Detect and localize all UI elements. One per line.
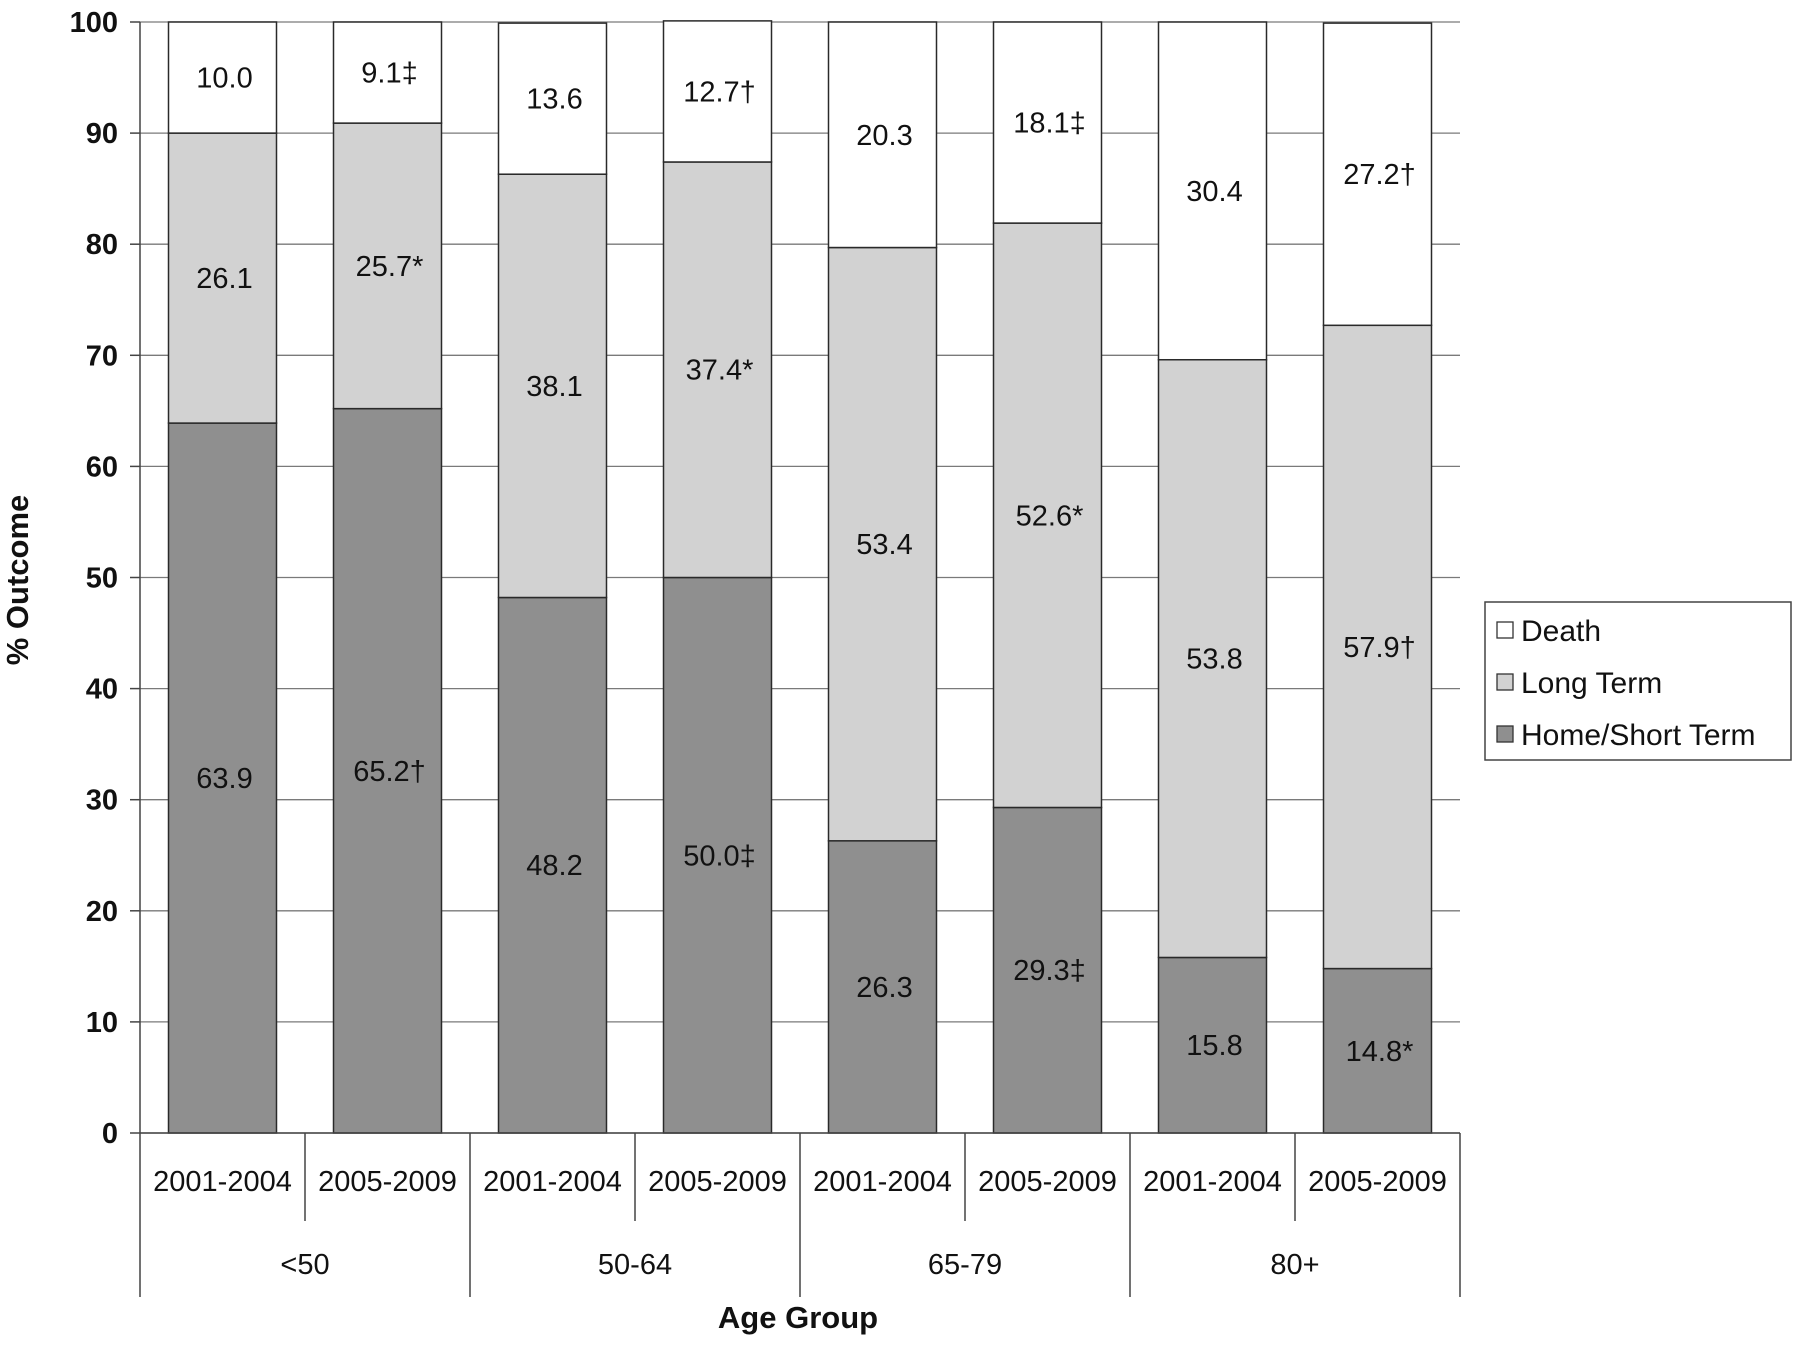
data-label: 14.8* (1346, 1036, 1414, 1068)
y-tick-label: 10 (86, 1007, 118, 1039)
bar-segment (992, 21, 1103, 224)
x-tick-label: 2001-2004 (1143, 1166, 1282, 1198)
legend-swatch (1496, 725, 1514, 743)
data-label: 9.1‡ (361, 58, 417, 90)
x-tick-label: 2001-2004 (813, 1166, 952, 1198)
x-tick-label: 2005-2009 (318, 1166, 457, 1198)
x-tick-label: 2005-2009 (1308, 1166, 1447, 1198)
data-label: 12.7† (683, 76, 756, 108)
data-label: 52.6* (1016, 500, 1084, 532)
bar-segment (662, 576, 773, 1134)
data-label: 37.4* (686, 355, 754, 387)
bar-segment (662, 161, 773, 579)
legend-swatch (1496, 673, 1514, 691)
bar-segment (1157, 21, 1268, 361)
y-tick-label: 30 (86, 785, 118, 817)
bar-segment (497, 173, 608, 599)
legend: Death Long Term Home/Short Term (1484, 601, 1792, 761)
data-label: 53.8 (1186, 644, 1242, 676)
y-tick-label: 70 (86, 340, 118, 372)
legend-label: Home/Short Term (1521, 719, 1756, 752)
data-label: 29.3‡ (1013, 955, 1086, 987)
y-axis-title: % Outcome (0, 495, 35, 666)
bar-segment (332, 21, 443, 124)
data-label: 13.6 (526, 84, 582, 116)
y-tick-label: 90 (86, 118, 118, 150)
data-label: 27.2† (1343, 159, 1416, 191)
bar-segment (1157, 358, 1268, 959)
x-tick-label: 2001-2004 (153, 1166, 292, 1198)
y-tick-label: 20 (86, 896, 118, 928)
bar-segment (827, 840, 938, 1134)
bar-segment (497, 22, 608, 175)
data-labels: 63.9 26.1 10.0 65.2† 25.7* 9.1‡ 48.2 38.1 13.6 50… (196, 58, 1416, 1068)
data-label: 18.1‡ (1013, 108, 1086, 140)
group-label: 80+ (1270, 1249, 1319, 1281)
data-label: 20.3 (856, 120, 912, 152)
legend-swatch (1496, 621, 1514, 639)
bar-segment (1322, 324, 1433, 970)
bar-segment (827, 246, 938, 842)
data-label: 63.9 (196, 763, 252, 795)
bar-segment (1322, 22, 1433, 327)
bar-segment (497, 596, 608, 1134)
y-tick-label: 100 (70, 7, 118, 39)
bar-segment (332, 122, 443, 410)
bar-segment (167, 422, 278, 1134)
bar-segment (332, 407, 443, 1134)
axes: 0 10 20 30 40 50 60 70 80 90 100 2001-2004 2005-2009… (70, 7, 1461, 1297)
group-label: <50 (280, 1249, 329, 1281)
data-label: 48.2 (526, 850, 582, 882)
bar-segment (992, 222, 1103, 809)
x-tick-label: 2001-2004 (483, 1166, 622, 1198)
data-label: 50.0‡ (683, 840, 756, 872)
group-label: 65-79 (928, 1249, 1002, 1281)
bars (167, 20, 1433, 1134)
data-label: 30.4 (1186, 176, 1242, 208)
data-label: 57.9† (1343, 632, 1416, 664)
bar-segment (992, 806, 1103, 1134)
data-label: 53.4 (856, 529, 912, 561)
y-tick-label: 40 (86, 674, 118, 706)
data-label: 26.1 (196, 263, 252, 295)
y-tick-label: 0 (102, 1118, 118, 1150)
y-tick-label: 60 (86, 451, 118, 483)
y-tick-label: 80 (86, 229, 118, 261)
bar-segment (662, 20, 773, 163)
bar-segment (167, 21, 278, 134)
bar-segment (1157, 956, 1268, 1134)
legend-box (1484, 601, 1792, 761)
data-label: 26.3 (856, 972, 912, 1004)
data-label: 15.8 (1186, 1030, 1242, 1062)
x-axis-title: Age Group (718, 1300, 878, 1335)
data-label: 65.2† (353, 756, 426, 788)
x-tick-label: 2005-2009 (648, 1166, 787, 1198)
bar-segment (167, 132, 278, 424)
data-label: 10.0 (196, 63, 252, 95)
data-label: 25.7* (356, 251, 424, 283)
bar-segment (1322, 967, 1433, 1134)
legend-label: Long Term (1521, 667, 1662, 700)
legend-label: Death (1521, 615, 1601, 648)
x-tick-label: 2005-2009 (978, 1166, 1117, 1198)
bar-segment (827, 21, 938, 249)
group-label: 50-64 (598, 1249, 672, 1281)
data-label: 38.1 (526, 371, 582, 403)
y-tick-label: 50 (86, 563, 118, 595)
